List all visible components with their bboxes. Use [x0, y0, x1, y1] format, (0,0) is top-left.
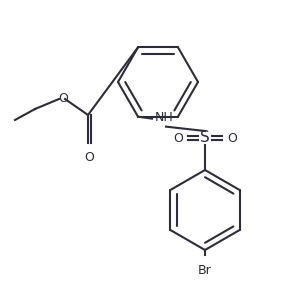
Text: Br: Br	[198, 264, 212, 277]
Text: S: S	[200, 130, 210, 146]
Text: O: O	[58, 91, 68, 104]
Text: O: O	[173, 132, 183, 145]
Text: O: O	[84, 151, 94, 164]
Text: NH: NH	[155, 111, 174, 124]
Text: O: O	[227, 132, 237, 145]
